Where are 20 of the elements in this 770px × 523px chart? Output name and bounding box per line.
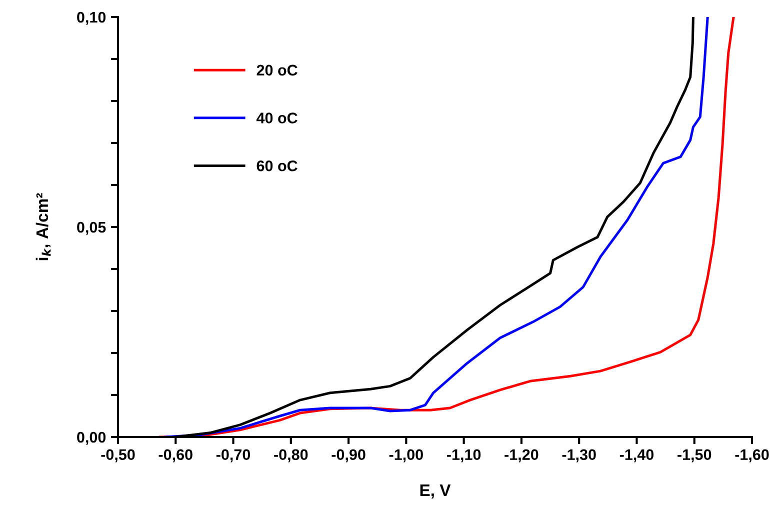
x-tick-label: -0,70 [216, 449, 250, 462]
x-tick-label: -1,10 [447, 449, 481, 462]
x-tick-label: -1,60 [735, 449, 769, 462]
x-tick-label: -0,90 [332, 449, 366, 462]
x-tick-label: -1,30 [562, 449, 596, 462]
x-axis-title: E, V [420, 484, 451, 499]
x-tick-label: -0,50 [101, 449, 135, 462]
x-tick-label: -1,50 [678, 449, 712, 462]
x-tick-label: -0,80 [274, 449, 308, 462]
y-tick-label: 0,05 [77, 222, 106, 235]
x-tick-label: -1,40 [620, 449, 654, 462]
x-tick-label: -0,60 [158, 449, 192, 462]
x-tick-label: -1,00 [389, 449, 423, 462]
y-tick-label: 0,10 [77, 12, 106, 25]
y-tick-label: 0,00 [77, 432, 106, 445]
legend-label: 60 oC [256, 160, 298, 172]
x-tick-label: -1,20 [504, 449, 538, 462]
legend-label: 40 oC [256, 112, 298, 124]
legend-label: 20 oC [256, 64, 298, 76]
y-axis-title: i$_{k}$, A/cm² [36, 193, 51, 260]
